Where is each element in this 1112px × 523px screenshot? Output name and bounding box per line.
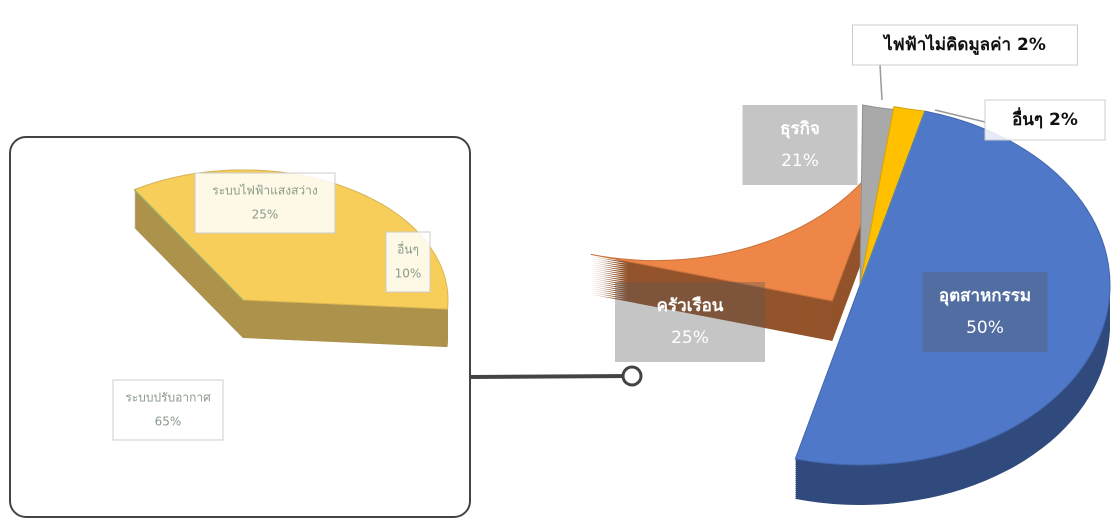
zoom-frame	[9, 136, 471, 518]
slice-name: อื่นๆ	[1012, 107, 1043, 130]
slice-label: อื่นๆ	[397, 241, 419, 257]
slice-value-label: 25%	[252, 208, 279, 222]
slice-value-label: 2%	[1049, 110, 1078, 130]
label-box	[742, 105, 858, 185]
label-box	[852, 24, 1078, 66]
label-box	[984, 99, 1106, 141]
pies: อุตสาหกรรม 50% ครัวเรือน 25% ธุรกิจ 21% ไฟฟ้าไ…	[112, 24, 1111, 505]
slice	[794, 110, 1111, 466]
slice-name: ไฟฟ้าไม่คิดมูลค่า	[882, 34, 1011, 56]
label-box	[615, 282, 765, 362]
slice-label: ธุรกิจ	[780, 119, 820, 139]
slice-value-label: 25%	[671, 328, 709, 348]
label-box	[112, 379, 224, 441]
slice-label: ระบบไฟฟ้าแสงสว่าง	[212, 184, 317, 198]
slice-value-label: 21%	[781, 151, 819, 171]
slice-label: ระบบปรับอากาศ	[125, 391, 211, 405]
slice-value-label: 50%	[966, 318, 1004, 338]
connector	[469, 374, 633, 379]
slice-value-label: 10%	[395, 267, 422, 281]
slice-value-label: 2%	[1017, 35, 1046, 55]
slice-label: ไฟฟ้าไม่คิดมูลค่า 2%	[882, 34, 1046, 56]
connector-dot	[621, 365, 643, 387]
slice-value-label: 65%	[155, 415, 182, 429]
leader-line	[879, 64, 883, 101]
slice-label: อื่นๆ 2%	[1012, 107, 1078, 130]
label-box	[194, 172, 336, 234]
leader-line	[934, 109, 986, 123]
slice-label: ครัวเรือน	[657, 295, 724, 316]
pie-tops	[590, 104, 1111, 466]
pie	[590, 104, 1111, 505]
label-box	[385, 231, 431, 293]
slice	[134, 189, 244, 301]
label-box	[922, 272, 1048, 352]
slice-label: อุตสาหกรรม	[939, 286, 1031, 306]
